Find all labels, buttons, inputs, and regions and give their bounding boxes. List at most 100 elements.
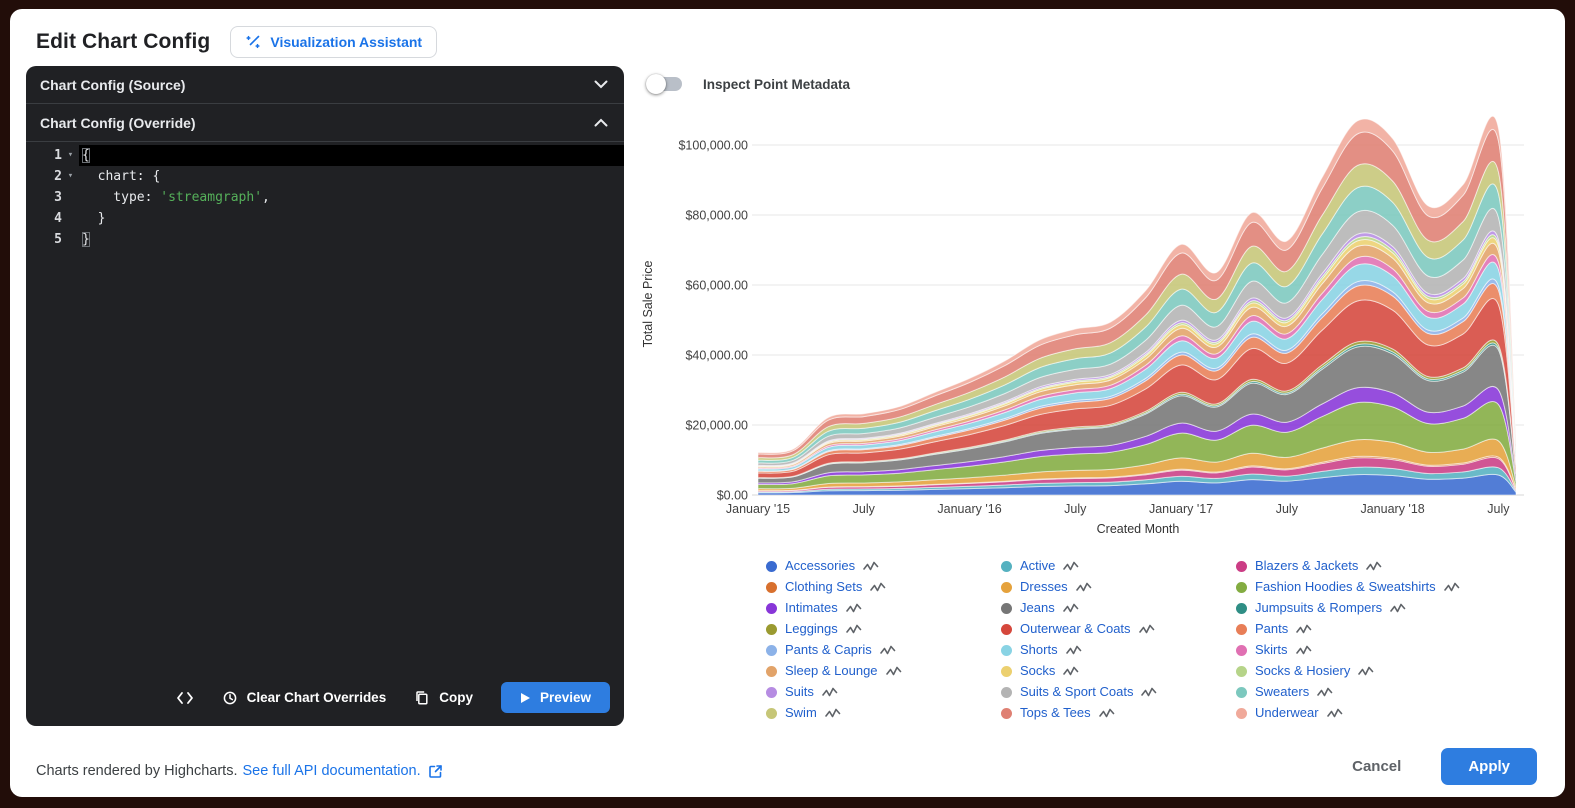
- legend-item-leggings[interactable]: Leggings: [766, 621, 1001, 637]
- legend-item-suits-sport-coats[interactable]: Suits & Sport Coats: [1001, 684, 1236, 700]
- legend-item-fashion-hoodies-sweatshirts[interactable]: Fashion Hoodies & Sweatshirts: [1236, 579, 1565, 595]
- sparkline-icon[interactable]: [1295, 644, 1312, 656]
- sparkline-icon[interactable]: [1390, 602, 1406, 614]
- legend-item-socks-hosiery[interactable]: Socks & Hosiery: [1236, 663, 1565, 679]
- sparkline-icon[interactable]: [845, 623, 862, 635]
- legend-label: Fashion Hoodies & Sweatshirts: [1255, 579, 1436, 594]
- sparkline-icon[interactable]: [863, 560, 879, 572]
- sparkline-icon[interactable]: [1075, 581, 1092, 593]
- legend-marker: [1001, 707, 1012, 719]
- external-link-icon: [428, 764, 443, 779]
- legend-marker: [766, 665, 777, 677]
- sparkline-icon[interactable]: [1063, 665, 1079, 677]
- legend-item-clothing-sets[interactable]: Clothing Sets: [766, 579, 1001, 595]
- code-line[interactable]: 1 ▾ {: [26, 145, 624, 166]
- legend-marker: [766, 602, 777, 614]
- inspect-point-metadata-label: Inspect Point Metadata: [703, 76, 851, 92]
- legend-label: Suits & Sport Coats: [1020, 684, 1134, 699]
- sparkline-icon[interactable]: [1062, 602, 1079, 614]
- x-axis-tick-label: July: [1064, 502, 1087, 516]
- code-line[interactable]: 5}: [26, 229, 624, 250]
- y-axis-title: Total Sale Price: [641, 261, 655, 348]
- fold-toggle-icon[interactable]: ▾: [67, 171, 74, 181]
- legend-item-blazers-jackets[interactable]: Blazers & Jackets: [1236, 558, 1565, 574]
- legend-item-jumpsuits-rompers[interactable]: Jumpsuits & Rompers: [1236, 600, 1565, 616]
- legend-item-active[interactable]: Active: [1001, 558, 1236, 574]
- legend-marker: [1001, 686, 1012, 698]
- sparkline-icon[interactable]: [1296, 623, 1312, 635]
- api-documentation-link-label: See full API documentation.: [242, 763, 421, 779]
- api-documentation-link[interactable]: See full API documentation.: [243, 763, 443, 779]
- legend-label: Suits: [785, 684, 814, 699]
- legend-marker: [1236, 623, 1247, 635]
- legend-item-outerwear-coats[interactable]: Outerwear & Coats: [1001, 621, 1236, 637]
- apply-button[interactable]: Apply: [1441, 748, 1537, 785]
- series-area-underwear[interactable]: [757, 116, 1517, 455]
- inspect-point-metadata-toggle[interactable]: [646, 74, 684, 94]
- legend-item-socks[interactable]: Socks: [1001, 663, 1236, 679]
- legend-item-tops-tees[interactable]: Tops & Tees: [1001, 705, 1236, 721]
- code-editor[interactable]: 1 ▾{2 ▾ chart: {3 type: 'streamgraph', 4 } 5…: [26, 142, 624, 673]
- code-line[interactable]: 3 type: 'streamgraph',: [26, 187, 624, 208]
- highcharts-stacked-area-chart: $0.00 $20,000.00 $40,000.00 $60,000.00 $80,0…: [641, 116, 1524, 536]
- legend-item-dresses[interactable]: Dresses: [1001, 579, 1236, 595]
- legend-label: Accessories: [785, 558, 856, 573]
- legend-item-skirts[interactable]: Skirts: [1236, 642, 1565, 658]
- sparkline-icon[interactable]: [824, 707, 841, 719]
- cancel-button[interactable]: Cancel: [1346, 757, 1407, 776]
- sparkline-icon[interactable]: [1098, 707, 1115, 719]
- edit-chart-config-dialog: Edit Chart Config Visualization Assistan…: [10, 9, 1565, 797]
- sparkline-icon[interactable]: [885, 665, 902, 677]
- legend-label: Active: [1020, 558, 1056, 573]
- preview-label: Preview: [539, 690, 591, 705]
- legend-marker: [1236, 644, 1247, 656]
- sparkline-icon[interactable]: [1443, 581, 1460, 593]
- legend-item-sweaters[interactable]: Sweaters: [1236, 684, 1565, 700]
- sparkline-icon[interactable]: [1366, 560, 1382, 572]
- legend-label: Skirts: [1255, 642, 1288, 657]
- legend-item-intimates[interactable]: Intimates: [766, 600, 1001, 616]
- sparkline-icon[interactable]: [822, 686, 838, 698]
- legend-item-jeans[interactable]: Jeans: [1001, 600, 1236, 616]
- sparkline-icon[interactable]: [1138, 623, 1155, 635]
- code-line[interactable]: 2 ▾ chart: {: [26, 166, 624, 187]
- legend-item-shorts[interactable]: Shorts: [1001, 642, 1236, 658]
- legend-marker: [1001, 581, 1012, 593]
- sparkline-icon[interactable]: [1065, 644, 1082, 656]
- copy-button[interactable]: Copy: [414, 690, 473, 706]
- sparkline-icon[interactable]: [1141, 686, 1157, 698]
- sparkline-icon[interactable]: [879, 644, 896, 656]
- sparkline-icon[interactable]: [1317, 686, 1333, 698]
- sparkline-icon[interactable]: [870, 581, 886, 593]
- preview-button[interactable]: Preview: [500, 682, 610, 713]
- x-axis-tick-label: July: [1276, 502, 1299, 516]
- chevron-down-icon[interactable]: [594, 80, 608, 89]
- y-axis-tick-label: $60,000.00: [685, 279, 748, 293]
- line-number: 1: [54, 148, 62, 163]
- sparkline-icon[interactable]: [845, 602, 862, 614]
- legend-label: Dresses: [1020, 579, 1068, 594]
- legend-item-pants[interactable]: Pants: [1236, 621, 1565, 637]
- code-format-button[interactable]: [176, 691, 194, 705]
- sparkline-icon[interactable]: [1063, 560, 1079, 572]
- legend-label: Blazers & Jackets: [1255, 558, 1359, 573]
- clear-chart-overrides-button[interactable]: Clear Chart Overrides: [222, 690, 386, 706]
- legend-item-accessories[interactable]: Accessories: [766, 558, 1001, 574]
- legend-label: Underwear: [1255, 705, 1319, 720]
- legend-item-sleep-lounge[interactable]: Sleep & Lounge: [766, 663, 1001, 679]
- chevron-up-icon[interactable]: [594, 118, 608, 127]
- visualization-assistant-button[interactable]: Visualization Assistant: [230, 26, 438, 58]
- legend-item-underwear[interactable]: Underwear: [1236, 705, 1565, 721]
- dialog-header: Edit Chart Config Visualization Assistan…: [10, 9, 1565, 66]
- legend-marker: [1236, 560, 1247, 572]
- legend-item-swim[interactable]: Swim: [766, 705, 1001, 721]
- legend-item-suits[interactable]: Suits: [766, 684, 1001, 700]
- sparkline-icon[interactable]: [1326, 707, 1343, 719]
- chart-config-override-header[interactable]: Chart Config (Override): [26, 104, 624, 142]
- code-line[interactable]: 4 }: [26, 208, 624, 229]
- chart-config-source-header[interactable]: Chart Config (Source): [26, 66, 624, 104]
- fold-toggle-icon[interactable]: ▾: [67, 150, 74, 160]
- legend-item-pants-capris[interactable]: Pants & Capris: [766, 642, 1001, 658]
- chart-config-override-title: Chart Config (Override): [40, 114, 196, 131]
- sparkline-icon[interactable]: [1358, 665, 1374, 677]
